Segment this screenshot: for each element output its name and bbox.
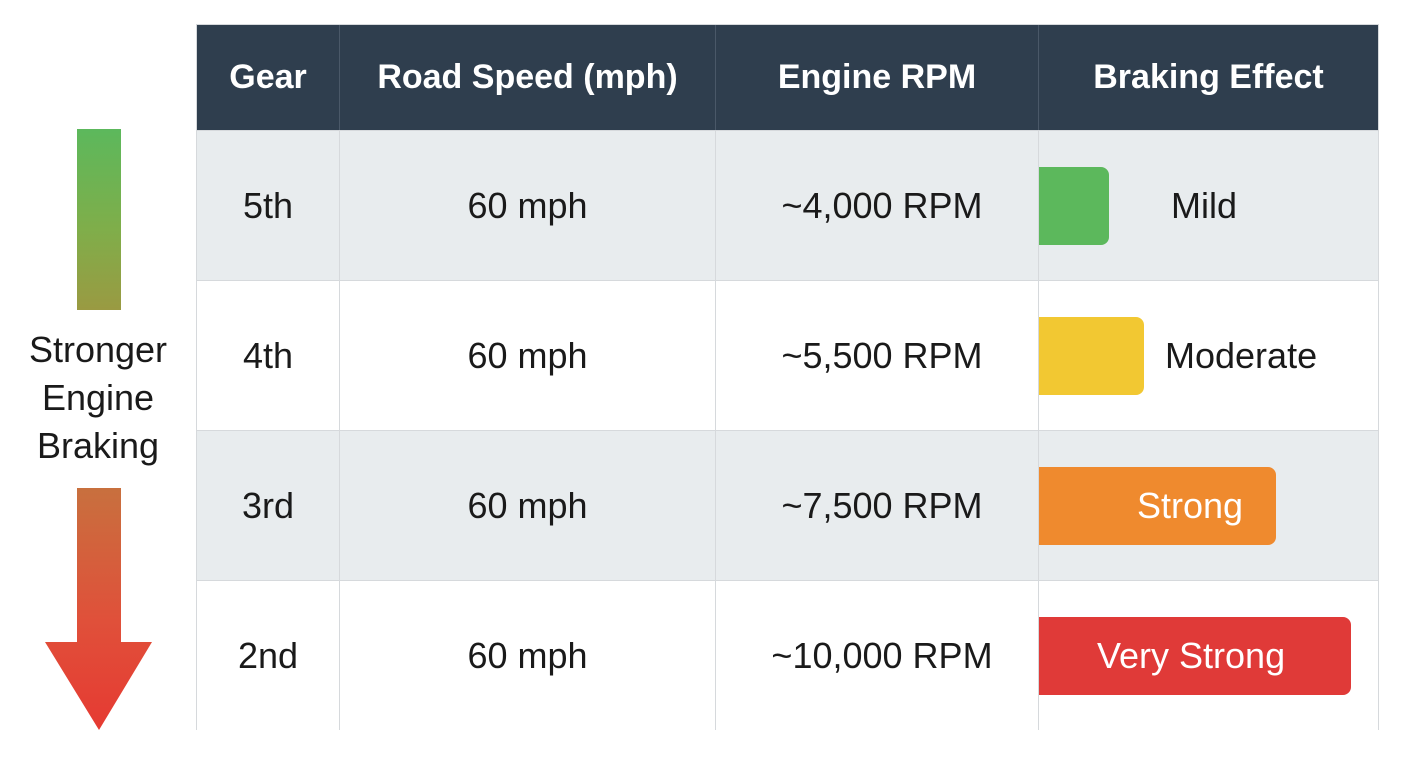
effect-bar xyxy=(1039,616,1351,695)
indicator-label: Stronger Engine Braking xyxy=(0,326,196,470)
effect-bar xyxy=(1039,466,1276,545)
effect-label: Moderate xyxy=(1165,334,1318,376)
effect-bar xyxy=(1039,166,1109,245)
rpm-cell: ~10,000 RPM xyxy=(716,581,1039,730)
indicator-gradient-bar xyxy=(77,129,121,310)
gear-cell: 2nd xyxy=(197,581,340,730)
header-road-speed: Road Speed (mph) xyxy=(340,25,716,130)
rpm-cell: ~5,500 RPM xyxy=(716,281,1039,430)
speed-cell: 60 mph xyxy=(340,131,716,280)
engine-braking-table: Gear Road Speed (mph) Engine RPM Braking… xyxy=(196,24,1379,730)
gear-cell: 3rd xyxy=(197,431,340,580)
effect-label: Strong xyxy=(1137,484,1244,526)
header-gear: Gear xyxy=(197,25,340,130)
effect-label: Very Strong xyxy=(1097,634,1286,676)
effect-cell: Very Strong xyxy=(1039,581,1378,730)
header-braking-effect: Braking Effect xyxy=(1093,58,1324,96)
table-row: 4th 60 mph ~5,500 RPM Moderate xyxy=(197,280,1378,430)
speed-cell: 60 mph xyxy=(340,431,716,580)
indicator-label-line-2: Engine xyxy=(41,377,155,418)
rpm-cell: ~7,500 RPM xyxy=(716,431,1039,580)
speed-cell: 60 mph xyxy=(340,281,716,430)
effect-cell: Strong xyxy=(1039,431,1378,580)
indicator-label-line-3: Braking xyxy=(36,425,160,466)
effect-label: Mild xyxy=(1171,184,1238,226)
rpm-cell: ~4,000 RPM xyxy=(716,131,1039,280)
table-row: 2nd 60 mph ~10,000 RPM Very Strong xyxy=(197,580,1378,730)
gear-cell: 5th xyxy=(197,131,340,280)
header-engine-rpm: Engine RPM xyxy=(716,25,1039,130)
braking-strength-indicator: Stronger Engine Braking xyxy=(0,0,196,768)
gear-cell: 4th xyxy=(197,281,340,430)
indicator-label-line-1: Stronger xyxy=(28,329,168,370)
table-row: 5th 60 mph ~4,000 RPM Mild xyxy=(197,130,1378,280)
table-row: 3rd 60 mph ~7,500 RPM Strong xyxy=(197,430,1378,580)
effect-cell: Moderate xyxy=(1039,281,1378,430)
effect-cell: Mild xyxy=(1039,131,1378,280)
effect-bar xyxy=(1039,316,1144,395)
table-header-row: Gear Road Speed (mph) Engine RPM Braking… xyxy=(197,25,1378,130)
speed-cell: 60 mph xyxy=(340,581,716,730)
down-arrow-icon xyxy=(45,488,152,730)
